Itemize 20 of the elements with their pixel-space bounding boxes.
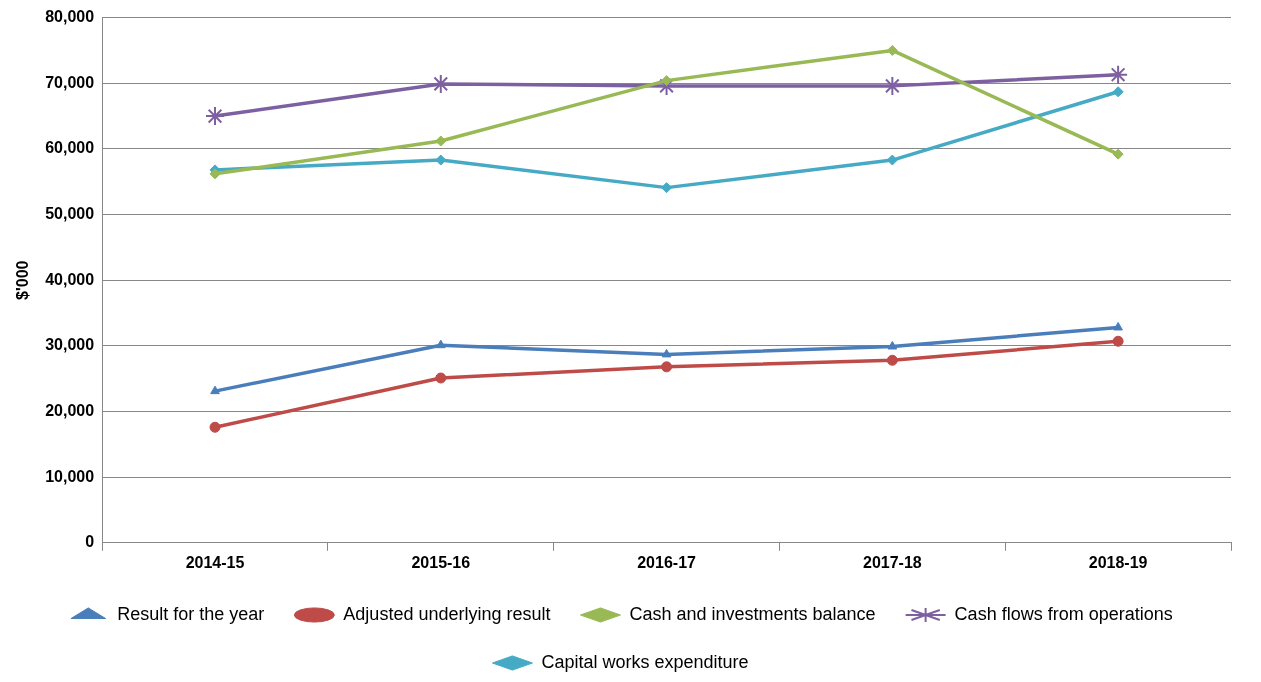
y-tick-label: 10,000 (45, 467, 95, 485)
y-tick-label: 40,000 (45, 270, 95, 288)
x-tick-label: 2017-18 (862, 553, 922, 571)
y-tick-label: 50,000 (45, 204, 95, 222)
legend-label: Result for the year (117, 603, 265, 624)
legend-label: Cash and investments balance (629, 603, 876, 624)
x-tick-label: 2016-17 (637, 553, 697, 571)
y-tick-label: 0 (85, 533, 95, 551)
y-axis-title: $'000 (14, 260, 32, 300)
legend-label: Capital works expenditure (541, 651, 749, 672)
legend-label: Cash flows from operations (954, 603, 1173, 624)
x-tick-label: 2014-15 (185, 553, 245, 571)
legend-label: Adjusted underlying result (343, 603, 551, 624)
y-tick-label: 20,000 (45, 401, 95, 419)
y-tick-label: 60,000 (45, 139, 95, 157)
y-tick-label: 70,000 (45, 73, 95, 91)
x-tick-label: 2018-19 (1088, 553, 1148, 571)
y-tick-label: 80,000 (45, 8, 95, 26)
x-tick-label: 2015-16 (411, 553, 471, 571)
y-tick-label: 30,000 (45, 336, 95, 354)
